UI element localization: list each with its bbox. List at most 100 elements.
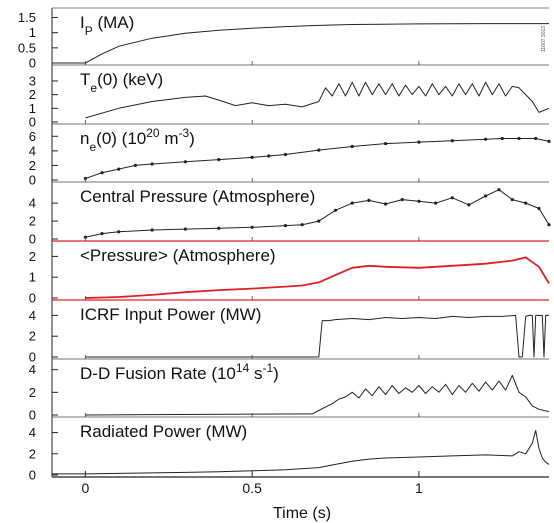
- panel-1: 00.511.5 IP (MA): [18, 10, 549, 71]
- series-point: [150, 228, 154, 232]
- series-line: [85, 256, 550, 299]
- series-point: [434, 201, 438, 205]
- y-tick-label: 0: [29, 408, 36, 423]
- panel-title: Central Pressure (Atmosphere): [80, 187, 315, 206]
- series-point: [117, 167, 121, 171]
- series-point: [510, 198, 514, 202]
- panel-title-part: I: [80, 13, 85, 32]
- y-tick-label: 4: [29, 143, 36, 158]
- panel-title-part: e: [89, 140, 96, 154]
- panel-title-part: -1: [262, 361, 273, 375]
- y-tick-label: 1: [29, 270, 36, 285]
- panel-6: 0 2 4 ICRF Input Power (MW): [29, 305, 549, 365]
- series-point: [450, 139, 454, 143]
- series-point: [267, 154, 271, 158]
- panel-title-part: P: [85, 24, 93, 38]
- panel-5: 0 1 2 <Pressure> (Atmosphere): [29, 240, 550, 306]
- panel-title-part: ): [273, 364, 279, 383]
- y-tick-label: 0: [29, 291, 36, 306]
- y-tick-label: 2: [29, 87, 36, 102]
- series-point: [100, 232, 104, 236]
- series-point: [450, 196, 454, 200]
- series-point: [317, 219, 321, 223]
- series-line: [85, 314, 549, 358]
- series-point: [217, 226, 221, 230]
- panel-title-part: (MA): [93, 13, 135, 32]
- panel-title-part: (0) (keV): [97, 70, 163, 89]
- y-tick-label: 2: [29, 329, 36, 344]
- y-tick-label: 4: [29, 308, 36, 323]
- series-point: [534, 136, 538, 141]
- figure-code: 11607 3013: [541, 26, 547, 52]
- x-axis-label: Time (s): [273, 505, 331, 522]
- panel-title: <Pressure> (Atmosphere): [80, 246, 276, 265]
- panel-title: ICRF Input Power (MW): [80, 305, 261, 324]
- y-tick-label: 0: [29, 56, 36, 71]
- panel-title-part: 14: [236, 361, 250, 375]
- series-point: [117, 230, 121, 234]
- series-point: [467, 203, 471, 207]
- panel-title-part: Radiated Power (MW): [80, 422, 247, 441]
- series-point: [283, 152, 288, 157]
- y-tick-label: 4: [29, 362, 36, 377]
- y-tick-label: 0: [29, 350, 36, 365]
- y-tick-label: 2: [29, 214, 36, 229]
- panel-title-part: Central Pressure (Atmosphere): [80, 187, 315, 206]
- series-point: [500, 136, 504, 141]
- panel-title-part: -3: [178, 126, 189, 140]
- y-tick-label: 0: [29, 468, 36, 483]
- y-tick-label: 6: [29, 129, 36, 144]
- series-line: [85, 81, 550, 119]
- y-tick-label: 1.5: [18, 10, 36, 25]
- series-point: [417, 199, 421, 203]
- series-point: [517, 136, 521, 141]
- panel-title-part: n: [80, 129, 89, 148]
- y-tick-label: 2: [29, 446, 36, 461]
- y-tick-label: 0: [29, 173, 36, 188]
- panel-title: Te(0) (keV): [80, 70, 163, 95]
- series-point: [133, 163, 137, 167]
- series-point: [183, 227, 187, 231]
- y-tick-label: 0: [29, 232, 36, 247]
- y-tick-label: 2: [29, 385, 36, 400]
- series-point: [250, 155, 254, 159]
- y-tick-label: 1: [29, 25, 36, 40]
- series-point: [524, 201, 528, 205]
- series-line: [85, 138, 550, 179]
- panel-title-part: <Pressure> (Atmosphere): [80, 246, 276, 265]
- series-point: [484, 137, 488, 141]
- panel-title: ne(0) (1020 m-3): [80, 126, 195, 154]
- series-point: [367, 198, 371, 202]
- series-point: [350, 201, 354, 205]
- series-point: [384, 202, 388, 206]
- series-point: [183, 160, 187, 164]
- panel-title-part: ): [189, 129, 195, 148]
- series-point: [150, 162, 154, 166]
- y-tick-label: 0.5: [18, 40, 36, 55]
- y-tick-label: 2: [29, 158, 36, 173]
- series-line: [52, 430, 550, 475]
- panel-title: Radiated Power (MW): [80, 422, 247, 441]
- series-line: [85, 374, 550, 416]
- series-point: [417, 140, 421, 144]
- y-tick-label: 2: [29, 249, 36, 264]
- y-tick-label: 3: [29, 73, 36, 88]
- series-point: [537, 206, 541, 211]
- panel-title-part: s: [249, 364, 262, 383]
- panel-title-part: ICRF Input Power (MW): [80, 305, 261, 324]
- series-point: [250, 225, 254, 229]
- panel-title-part: e: [90, 81, 97, 95]
- panel-title: IP (MA): [80, 13, 134, 38]
- series-point: [350, 144, 354, 149]
- series-point: [547, 139, 551, 143]
- panel-title-part: 20: [146, 126, 160, 140]
- series-point: [333, 208, 338, 212]
- y-tick-label: 0: [29, 115, 36, 130]
- panel-title-part: (0) (10: [96, 129, 146, 148]
- series-point: [300, 223, 304, 227]
- y-tick-label: 4: [29, 425, 36, 440]
